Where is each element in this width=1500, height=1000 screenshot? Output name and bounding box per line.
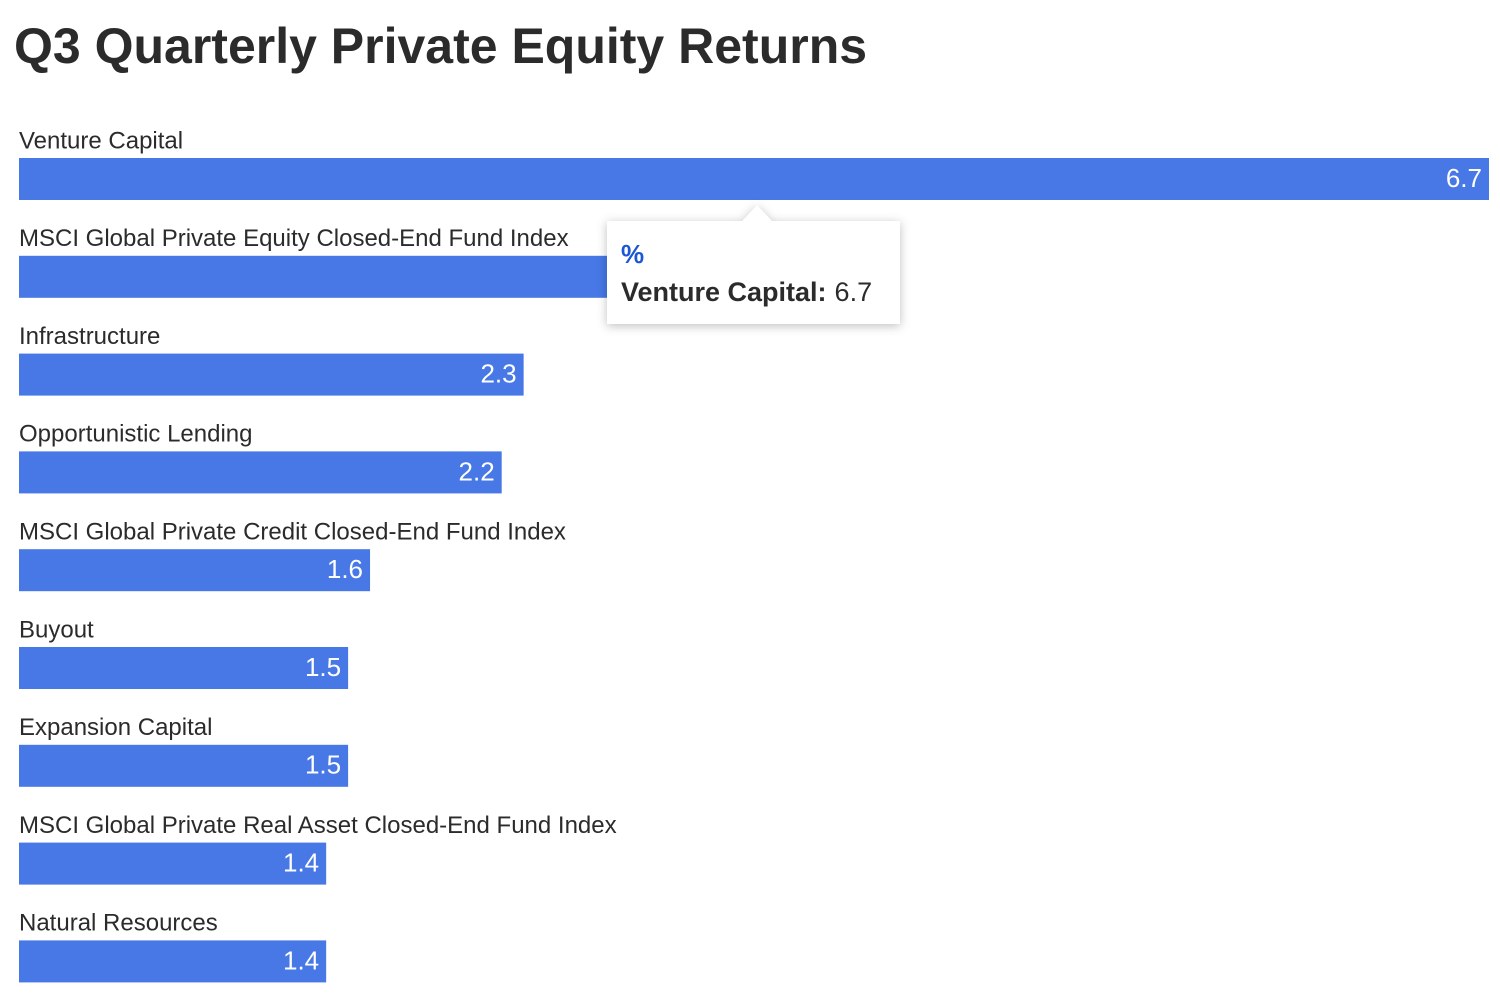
value-label: 6.7 <box>1446 163 1482 193</box>
category-label: Expansion Capital <box>19 714 212 741</box>
category-label: MSCI Global Private Equity Closed-End Fu… <box>19 225 569 252</box>
category-label: Buyout <box>19 616 94 643</box>
tooltip-box <box>607 205 900 324</box>
bar <box>19 744 349 787</box>
category-label: MSCI Global Private Real Asset Closed-En… <box>19 812 617 839</box>
value-label: 1.4 <box>283 847 319 877</box>
tooltip-unit: % <box>621 239 644 269</box>
value-label: 1.6 <box>327 554 363 584</box>
value-label: 1.5 <box>305 652 341 682</box>
value-label: 2.3 <box>480 358 516 388</box>
tooltip-label: Venture Capital: <box>621 277 827 307</box>
value-label: 1.4 <box>283 945 319 975</box>
bar <box>19 451 502 494</box>
bar <box>19 940 327 983</box>
chart-title: Q3 Quarterly Private Equity Returns <box>14 18 867 74</box>
tooltip-value: 6.7 <box>835 277 873 307</box>
tooltip: % Venture Capital: 6.7 <box>607 205 900 324</box>
category-label: Opportunistic Lending <box>19 421 252 448</box>
value-label: 1.5 <box>305 750 341 780</box>
bar <box>19 842 327 885</box>
bar <box>19 158 1489 200</box>
bar <box>19 549 371 592</box>
category-label: Natural Resources <box>19 910 218 937</box>
category-label: Infrastructure <box>19 323 160 350</box>
category-label: MSCI Global Private Credit Closed-End Fu… <box>19 519 566 546</box>
bar <box>19 647 349 689</box>
value-label: 2.2 <box>459 456 495 486</box>
bar <box>19 255 656 298</box>
tooltip-text: Venture Capital: 6.7 <box>621 277 872 307</box>
bar <box>19 353 524 396</box>
category-label: Venture Capital <box>19 127 183 154</box>
